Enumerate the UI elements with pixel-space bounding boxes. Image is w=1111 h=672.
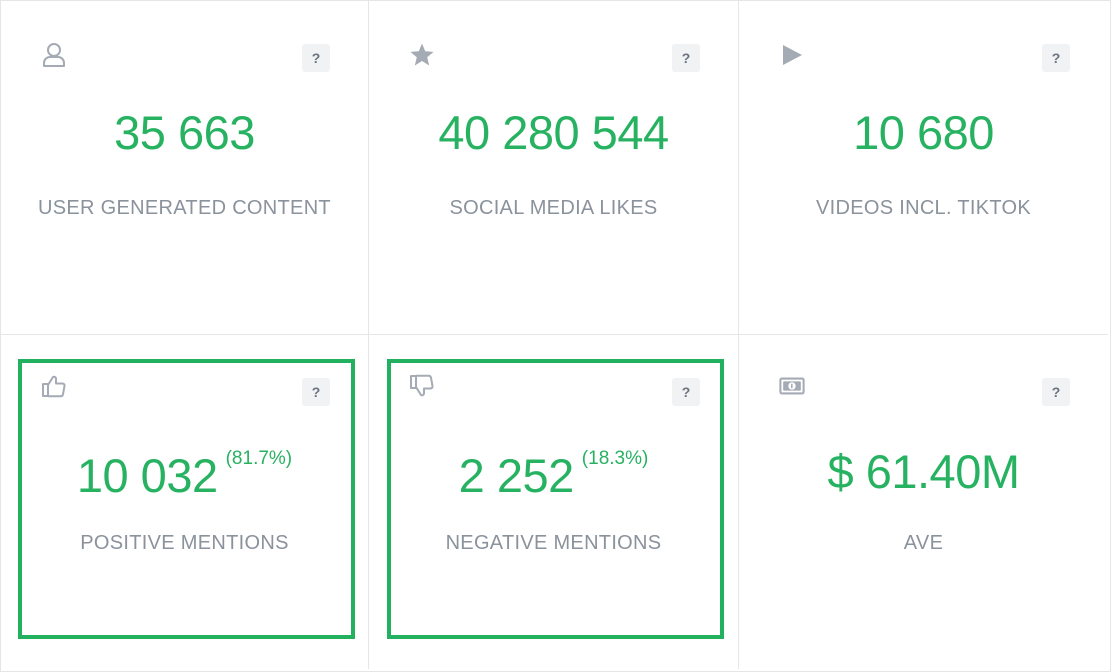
metric-label: SOCIAL MEDIA LIKES [449,197,658,219]
help-button[interactable]: ? [672,378,700,406]
metric-label: VIDEOS INCL. TIKTOK [815,197,1032,219]
help-button[interactable]: ? [302,44,330,72]
help-button[interactable]: ? [1042,378,1070,406]
metric-label: POSITIVE MENTIONS [80,532,289,554]
card-social-media-likes: ? 40 280 544 SOCIAL MEDIA LIKES [369,1,739,335]
help-button[interactable]: ? [302,378,330,406]
metric-value: $ 61.40M [827,445,1020,498]
metric-value-row: 40 280 544 [369,109,738,156]
card-ave: ? $ 61.40M AVE [739,335,1108,669]
help-button[interactable]: ? [672,44,700,72]
metric-value-row: 10 032 (81.7%) [1,448,368,499]
star-icon [409,42,435,68]
metric-value: 40 280 544 [438,106,669,159]
card-user-generated-content: ? 35 663 USER GENERATED CONTENT [1,1,369,335]
metric-value-row: $ 61.40M [739,448,1108,495]
metric-label: AVE [903,532,944,554]
card-videos: ? 10 680 VIDEOS INCL. TIKTOK [739,1,1108,335]
metric-value: 2 252 [458,449,575,502]
metric-value: 35 663 [114,106,255,159]
metric-value: 10 032 [76,449,218,502]
thumbs-down-icon [409,373,435,399]
help-button[interactable]: ? [1042,44,1070,72]
card-negative-mentions: ? 2 252 (18.3%) NEGATIVE MENTIONS [369,335,739,669]
user-icon [41,42,67,68]
card-positive-mentions: ? 10 032 (81.7%) POSITIVE MENTIONS [1,335,369,669]
banknote-icon [779,373,805,399]
metric-value-row: 2 252 (18.3%) [369,448,738,499]
thumbs-up-icon [41,373,67,399]
metric-value-row: 10 680 [739,109,1108,156]
metric-label: USER GENERATED CONTENT [38,197,331,219]
play-icon [779,42,805,68]
metric-label: NEGATIVE MENTIONS [445,532,662,554]
metric-value-row: 35 663 [1,109,368,156]
metric-percent: (18.3%) [581,448,649,469]
metric-percent: (81.7%) [225,448,293,469]
metric-value: 10 680 [853,106,994,159]
